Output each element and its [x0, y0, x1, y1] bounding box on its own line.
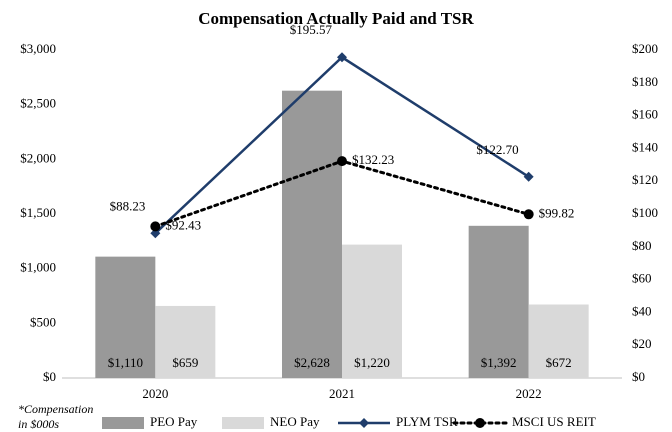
y2-tick-label: $40 — [632, 303, 652, 318]
legend-marker — [475, 418, 485, 428]
y2-tick-label: $100 — [632, 205, 658, 220]
y2-tick-label: $60 — [632, 271, 652, 286]
annotation: in $000s — [18, 417, 59, 431]
line-marker — [523, 171, 534, 182]
y-tick-label: $1,500 — [20, 205, 56, 220]
legend-marker — [359, 418, 369, 428]
bar — [528, 304, 589, 378]
line-marker — [337, 52, 347, 63]
y-tick-label: $3,000 — [20, 41, 56, 56]
data-label: $2,628 — [294, 355, 330, 370]
data-label: $1,392 — [481, 355, 517, 370]
y2-tick-label: $20 — [632, 336, 652, 351]
data-label: $132.23 — [352, 152, 394, 167]
legend-swatch — [222, 417, 264, 429]
x-tick-label: 2020 — [142, 386, 168, 401]
data-label: $672 — [546, 355, 572, 370]
chart-title: Compensation Actually Paid and TSR — [198, 9, 474, 28]
data-label: $92.43 — [165, 217, 201, 232]
y2-tick-label: $0 — [632, 369, 645, 384]
data-label: $1,220 — [354, 355, 390, 370]
legend-label: MSCI US REIT — [512, 414, 596, 429]
data-label: $659 — [172, 355, 198, 370]
data-label: $122.70 — [476, 142, 518, 157]
y2-tick-label: $180 — [632, 74, 658, 89]
x-tick-label: 2021 — [329, 386, 355, 401]
y-tick-label: $1,000 — [20, 260, 56, 275]
legend-swatch — [102, 417, 144, 429]
line-marker — [337, 156, 347, 167]
bar — [342, 244, 402, 378]
bar — [468, 225, 529, 378]
y-tick-label: $2,500 — [20, 96, 56, 111]
line-marker — [150, 228, 161, 239]
y-tick-label: $0 — [43, 369, 56, 384]
line-marker — [523, 209, 534, 220]
y2-tick-label: $200 — [632, 41, 658, 56]
bar — [95, 256, 156, 378]
bar — [282, 90, 342, 378]
line-marker — [150, 221, 161, 232]
legend-label: NEO Pay — [270, 414, 320, 429]
bar — [155, 305, 216, 378]
y-tick-label: $2,000 — [20, 150, 56, 165]
data-label: $88.23 — [110, 198, 146, 213]
y2-tick-label: $80 — [632, 238, 652, 253]
x-tick-label: 2022 — [516, 386, 542, 401]
annotation: *Compensation — [18, 402, 93, 416]
y2-tick-label: $160 — [632, 107, 658, 122]
data-label: $195.57 — [290, 22, 333, 37]
data-label: $1,110 — [108, 355, 143, 370]
y-tick-label: $500 — [30, 314, 56, 329]
y2-tick-label: $120 — [632, 172, 658, 187]
legend-label: PLYM TSR — [396, 414, 458, 429]
data-label: $99.82 — [539, 205, 575, 220]
y2-tick-label: $140 — [632, 139, 658, 154]
legend-label: PEO Pay — [150, 414, 198, 429]
